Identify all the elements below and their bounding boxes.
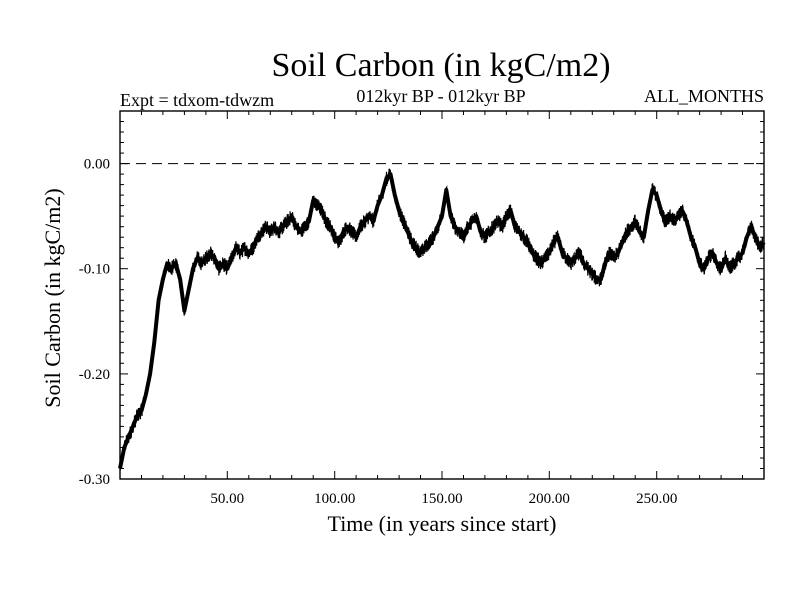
x-tick-label: 200.00 [529, 491, 570, 507]
chart-title: Soil Carbon (in kgC/m2) [271, 47, 610, 84]
period-label: 012kyr BP - 012kyr BP [356, 86, 525, 106]
x-tick-label: 50.00 [210, 491, 244, 507]
y-axis-label: Soil Carbon (in kgC/m2) [40, 188, 65, 407]
y-tick-label: -0.20 [79, 367, 110, 383]
axis-ticks: 50.00 100.00 150.00 200.00 250.00 0.00 -0.10 -0… [79, 111, 764, 507]
y-tick-label: -0.30 [79, 472, 110, 488]
plot-area [118, 168, 766, 471]
y-tick-label: -0.10 [79, 262, 110, 278]
y-tick-label: 0.00 [84, 157, 110, 173]
x-axis-label: Time (in years since start) [328, 511, 557, 536]
x-tick-label: 250.00 [636, 491, 677, 507]
series-noise-trace [119, 168, 765, 471]
months-label: ALL_MONTHS [644, 86, 764, 106]
plot-frame [119, 110, 765, 480]
x-tick-label: 150.00 [421, 491, 462, 507]
experiment-label: Expt = tdxom-tdwzm [120, 90, 274, 110]
x-tick-label: 100.00 [314, 491, 355, 507]
